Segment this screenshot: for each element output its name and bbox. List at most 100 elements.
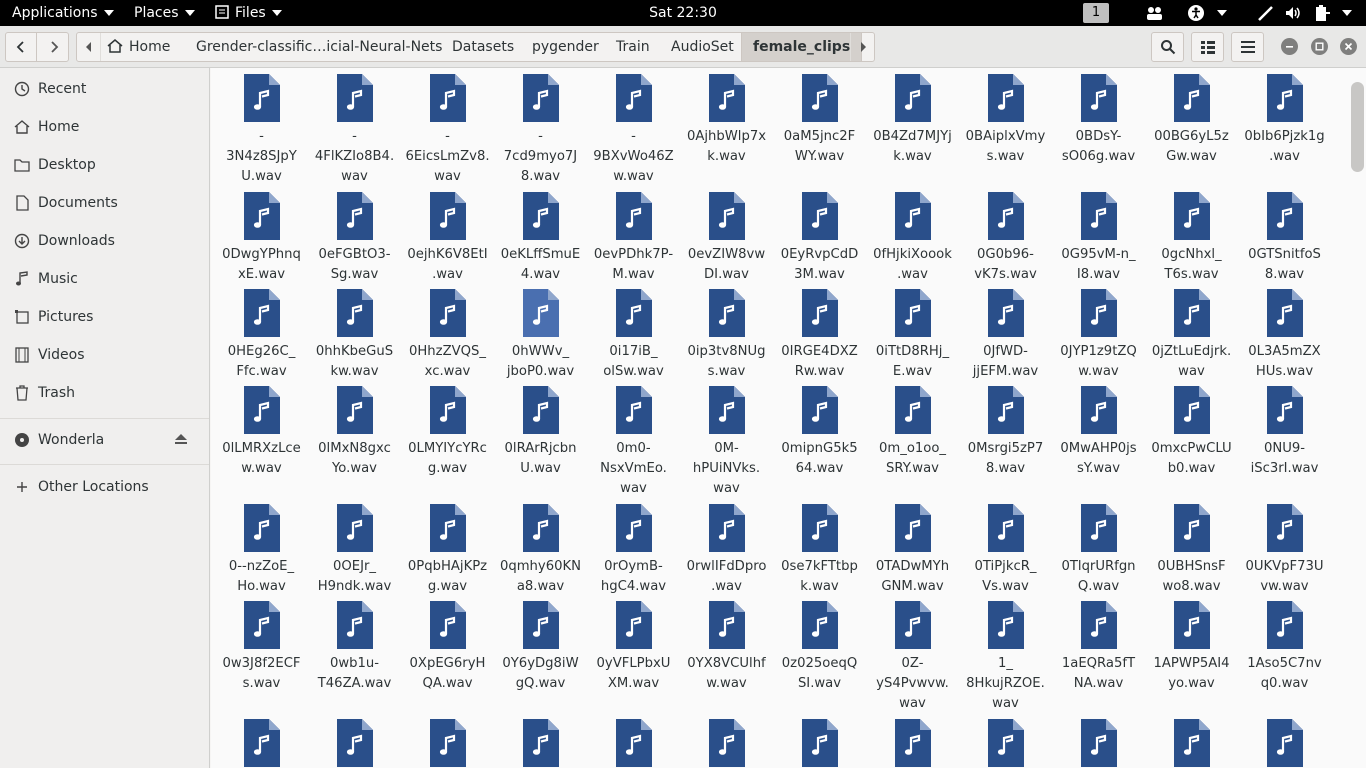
sidebar-item-documents[interactable]: Documents [0, 185, 209, 221]
sidebar-item-wonderla[interactable]: Wonderla [0, 422, 209, 458]
file-item[interactable]: 0MwAHP0js sY.wav [1052, 386, 1145, 479]
sidebar-item-trash[interactable]: Trash [0, 375, 209, 411]
eject-icon[interactable] [174, 433, 188, 445]
chevron-down-icon[interactable] [1217, 10, 1227, 16]
file-item[interactable]: 0Z-yS4Pvwvw. wav [866, 601, 959, 714]
sidebar-item-desktop[interactable]: Desktop [0, 147, 209, 183]
file-item[interactable] [1052, 719, 1145, 767]
file-item[interactable]: 0M-hPUiNVks. wav [680, 386, 773, 499]
file-item[interactable]: 0GTSnitfoS 8.wav [1238, 192, 1331, 285]
file-item[interactable]: 0m0- NsxVmEo. wav [587, 386, 680, 499]
path-scroll-right-button[interactable] [850, 33, 874, 61]
close-button[interactable] [1340, 38, 1357, 55]
file-item[interactable]: 0rwlIFdDpro .wav [680, 504, 773, 597]
file-item[interactable] [866, 719, 959, 767]
breadcrumb-item[interactable]: pygender [532, 39, 599, 55]
file-item[interactable]: 0TiPjkcR_ Vs.wav [959, 504, 1052, 597]
applications-menu[interactable]: Applications [12, 0, 114, 26]
file-item[interactable]: 0JYP1z9tZQ w.wav [1052, 289, 1145, 382]
file-item[interactable]: 0ip3tv8NUg s.wav [680, 289, 773, 382]
sidebar-item-recent[interactable]: Recent [0, 71, 209, 107]
minimize-button[interactable] [1281, 38, 1298, 55]
sidebar-item-pictures[interactable]: Pictures [0, 299, 209, 335]
file-item[interactable]: 0lRArRjcbn U.wav [494, 386, 587, 479]
file-item[interactable]: -7cd9myo7J 8.wav [494, 74, 587, 187]
workspace-indicator[interactable]: 1 [1083, 3, 1109, 23]
file-item[interactable]: 0EyRvpCdD 3M.wav [773, 192, 866, 285]
file-item[interactable]: 1APWP5AI4 yo.wav [1145, 601, 1238, 694]
file-item[interactable] [494, 719, 587, 767]
file-item[interactable]: 0yVFLPbxU XM.wav [587, 601, 680, 694]
file-item[interactable]: 0mxcPwCLU b0.wav [1145, 386, 1238, 479]
file-item[interactable]: 0mipnG5k5 64.wav [773, 386, 866, 479]
file-item[interactable]: 0Y6yDg8iW gQ.wav [494, 601, 587, 694]
breadcrumb-item[interactable]: Grender-classific…icial-Neural-Nets [196, 39, 443, 55]
file-item[interactable]: 0eFGBtO3- Sg.wav [308, 192, 401, 285]
volume-icon[interactable] [1284, 4, 1302, 22]
back-button[interactable] [6, 33, 37, 61]
sidebar-item-home[interactable]: Home [0, 109, 209, 145]
file-item[interactable]: 0HEg26C_ Ffc.wav [215, 289, 308, 382]
files-app-menu[interactable]: Files [215, 0, 282, 26]
file-item[interactable]: 0G95vM-n_ I8.wav [1052, 192, 1145, 285]
file-item[interactable]: 0BAiplxVmy s.wav [959, 74, 1052, 167]
sidebar-item-videos[interactable]: Videos [0, 337, 209, 373]
file-item[interactable]: 0evZIW8vw DI.wav [680, 192, 773, 285]
file-item[interactable]: 0evPDhk7P- M.wav [587, 192, 680, 285]
file-item[interactable]: 0aM5jnc2F WY.wav [773, 74, 866, 167]
file-item[interactable] [215, 719, 308, 767]
file-item[interactable]: 0OEJr_ H9ndk.wav [308, 504, 401, 597]
file-item[interactable]: 0bIb6Pjzk1g .wav [1238, 74, 1331, 167]
file-item[interactable]: 1_ 8HkujRZOE. wav [959, 601, 1052, 714]
file-item[interactable]: 0iTtD8RHj_ E.wav [866, 289, 959, 382]
file-item[interactable] [401, 719, 494, 767]
file-item[interactable]: 0YX8VCUlhf w.wav [680, 601, 773, 694]
file-item[interactable]: 1Aso5C7nv q0.wav [1238, 601, 1331, 694]
file-item[interactable]: -3N4z8SJpY U.wav [215, 74, 308, 187]
file-item[interactable]: 0LMYIYcYRc g.wav [401, 386, 494, 479]
path-scroll-left-button[interactable] [77, 33, 101, 61]
file-item[interactable]: 0L3A5mZX HUs.wav [1238, 289, 1331, 382]
file-item[interactable]: 0hWWv_ jboP0.wav [494, 289, 587, 382]
file-item[interactable]: 0wb1u- T46ZA.wav [308, 601, 401, 694]
file-item[interactable]: 0TlqrURfgn Q.wav [1052, 504, 1145, 597]
file-item[interactable]: -9BXvWo46Z w.wav [587, 74, 680, 187]
file-item[interactable]: 0TADwMYh GNM.wav [866, 504, 959, 597]
menu-button[interactable] [1231, 32, 1264, 62]
breadcrumb-home[interactable]: Home [107, 33, 170, 61]
file-item[interactable]: 00BG6yL5z Gw.wav [1145, 74, 1238, 167]
accessibility-icon[interactable] [1187, 4, 1205, 22]
sidebar-item-downloads[interactable]: Downloads [0, 223, 209, 259]
file-item[interactable]: 0JfWD-jjEFM.wav [959, 289, 1052, 382]
file-item[interactable] [959, 719, 1052, 767]
file-item[interactable]: 0UKVpF73U vw.wav [1238, 504, 1331, 597]
breadcrumb-item[interactable]: AudioSet [671, 39, 734, 55]
file-item[interactable]: 0lLMRXzLce w.wav [215, 386, 308, 479]
chevron-down-icon[interactable] [1342, 10, 1352, 16]
file-item[interactable]: 0HhzZVQS_ xc.wav [401, 289, 494, 382]
forward-button[interactable] [38, 33, 69, 61]
people-icon[interactable] [1144, 4, 1164, 22]
pen-icon[interactable] [1257, 4, 1275, 22]
search-button[interactable] [1151, 32, 1184, 62]
file-item[interactable]: 0PqbHAjKPz g.wav [401, 504, 494, 597]
places-menu[interactable]: Places [134, 0, 195, 26]
clock[interactable]: Sat 22:30 [649, 5, 717, 21]
maximize-button[interactable] [1311, 38, 1328, 55]
breadcrumb-item[interactable]: Train [616, 39, 650, 55]
file-item[interactable]: -6EicsLmZv8. wav [401, 74, 494, 187]
battery-icon[interactable] [1313, 4, 1331, 22]
file-view[interactable]: -3N4z8SJpY U.wav -4FlKZIo8B4. wav -6EicsLmZv… [211, 68, 1366, 768]
file-item[interactable]: 0gcNhxl_ T6s.wav [1145, 192, 1238, 285]
file-item[interactable]: 0jZtLuEdjrk. wav [1145, 289, 1238, 382]
file-item[interactable]: 0m_o1oo_ SRY.wav [866, 386, 959, 479]
file-item[interactable]: 0fHjkiXoook .wav [866, 192, 959, 285]
file-item[interactable]: 0se7kFTtbp k.wav [773, 504, 866, 597]
file-item[interactable]: 0IRGE4DXZ Rw.wav [773, 289, 866, 382]
file-item[interactable]: 1aEQRa5fT NA.wav [1052, 601, 1145, 694]
file-item[interactable]: 0z025oeqQ SI.wav [773, 601, 866, 694]
file-item[interactable]: 0AjhbWlp7x k.wav [680, 74, 773, 167]
vertical-scrollbar[interactable] [1351, 82, 1364, 172]
file-item[interactable] [1145, 719, 1238, 767]
file-item[interactable]: 0--nzZoE_ Ho.wav [215, 504, 308, 597]
